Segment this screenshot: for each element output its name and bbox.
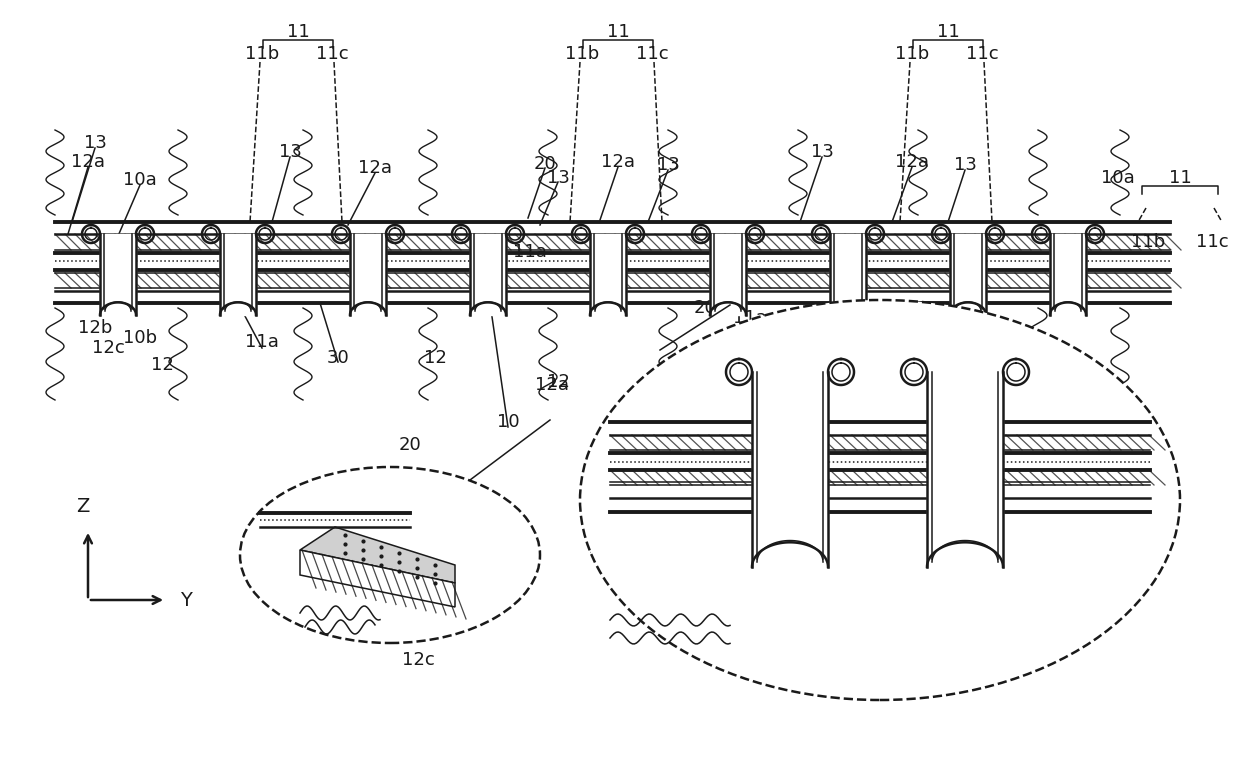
Text: 10: 10 (668, 549, 692, 567)
Text: 13: 13 (383, 471, 407, 489)
Text: 13: 13 (656, 156, 680, 174)
Text: Y: Y (180, 590, 192, 609)
Text: 11a: 11a (828, 413, 862, 431)
Text: 12b: 12b (588, 539, 622, 557)
Text: 11b: 11b (565, 45, 599, 63)
Text: 11b: 11b (895, 45, 929, 63)
Text: 13: 13 (811, 143, 833, 161)
Text: 10a: 10a (1101, 169, 1135, 187)
Text: 12: 12 (150, 356, 174, 374)
Text: 12a: 12a (601, 153, 635, 171)
Text: 13: 13 (83, 134, 107, 152)
Text: 20: 20 (533, 155, 557, 173)
Text: 10: 10 (497, 413, 520, 431)
Text: 20: 20 (398, 436, 422, 454)
Polygon shape (300, 527, 455, 583)
Text: 12: 12 (547, 373, 569, 391)
Text: 12c: 12c (92, 339, 124, 357)
Text: 11a: 11a (246, 333, 279, 351)
Text: 30: 30 (326, 349, 350, 367)
Text: 11b: 11b (244, 45, 279, 63)
Text: 11: 11 (606, 23, 630, 41)
Text: 12: 12 (424, 349, 446, 367)
Text: Z: Z (77, 497, 89, 516)
Text: 11a: 11a (513, 243, 547, 261)
Text: 12a: 12a (895, 153, 929, 171)
Text: 12a: 12a (71, 153, 105, 171)
Text: 12a: 12a (358, 159, 392, 177)
Text: 13: 13 (616, 446, 640, 464)
Text: 20: 20 (693, 299, 717, 317)
Text: 10b: 10b (123, 329, 157, 347)
Text: 12a: 12a (534, 376, 569, 394)
Text: 30: 30 (687, 609, 709, 627)
Text: 13: 13 (620, 461, 644, 479)
Text: 13: 13 (954, 156, 976, 174)
Polygon shape (300, 550, 455, 607)
Text: 13: 13 (547, 169, 569, 187)
Text: 11c: 11c (1195, 233, 1229, 251)
Text: 11: 11 (936, 23, 960, 41)
Bar (55, 273, 1171, 288)
Text: 12b: 12b (78, 319, 112, 337)
Text: 13: 13 (382, 579, 404, 597)
Text: 10a: 10a (123, 171, 157, 189)
Text: 11b: 11b (1131, 233, 1166, 251)
Bar (55, 234, 1171, 250)
Text: 11c: 11c (316, 45, 348, 63)
Text: 11a: 11a (733, 309, 766, 327)
Text: 11: 11 (286, 23, 309, 41)
Ellipse shape (241, 467, 539, 643)
Text: 13: 13 (279, 143, 301, 161)
Bar (55, 222, 1171, 303)
Text: 11c: 11c (966, 45, 998, 63)
Text: 12c: 12c (402, 651, 434, 669)
Text: 11: 11 (1168, 169, 1192, 187)
Text: 10b: 10b (901, 439, 935, 457)
Ellipse shape (580, 300, 1180, 700)
Text: 11c: 11c (636, 45, 668, 63)
